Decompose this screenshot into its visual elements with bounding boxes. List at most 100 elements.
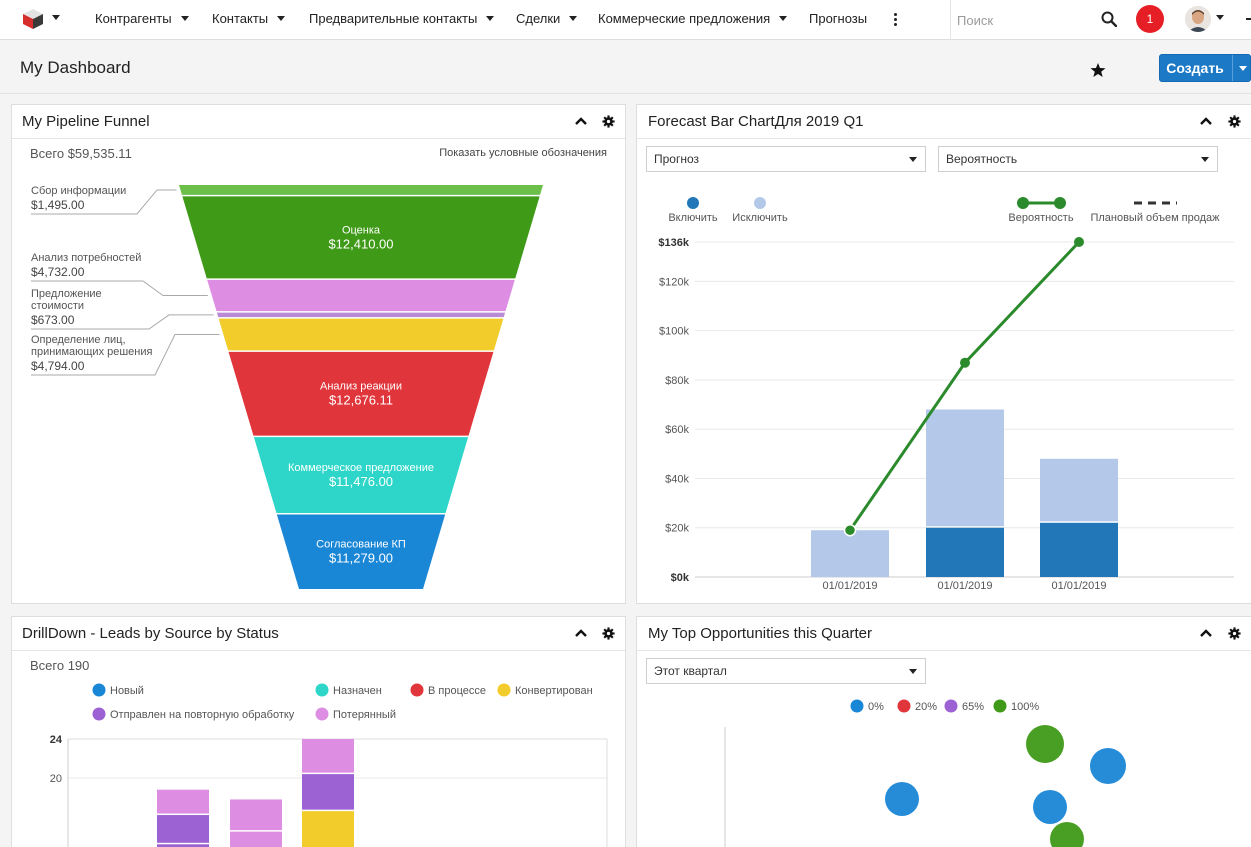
legend-probability-swatch[interactable]	[1017, 197, 1029, 209]
collapse-icon[interactable]	[574, 628, 588, 638]
funnel-segment[interactable]	[228, 351, 494, 436]
legend-swatch[interactable]	[410, 683, 424, 697]
y-tick-label: $100k	[659, 326, 689, 338]
legend-label[interactable]: В процессе	[428, 685, 486, 697]
user-menu-chevron-icon[interactable]	[1216, 15, 1224, 20]
bar-include[interactable]	[926, 527, 1004, 577]
nav-item-1[interactable]: Контакты	[212, 0, 286, 40]
notification-badge[interactable]: 1	[1136, 5, 1164, 33]
funnel-segment[interactable]	[216, 312, 506, 318]
favorite-star-icon[interactable]	[1090, 62, 1106, 78]
funnel-segment[interactable]	[253, 437, 469, 513]
nav-item-4[interactable]: Коммерческие предложения	[598, 0, 788, 40]
quarter-select[interactable]: Этот квартал	[646, 658, 926, 684]
legend-exclude-label[interactable]: Исключить	[732, 212, 788, 224]
legend-label[interactable]: 20%	[915, 701, 937, 713]
nav-item-label: Контрагенты	[95, 11, 172, 26]
funnel-side-label: Определение лиц,принимающих решения$4,79…	[31, 333, 220, 376]
search-input[interactable]	[957, 10, 1087, 30]
side-label-line1: Сбор информации	[31, 185, 126, 197]
probability-point[interactable]	[1074, 237, 1084, 247]
funnel-segment[interactable]	[207, 279, 515, 312]
side-label-line1: Анализ потребностей	[31, 252, 141, 264]
legend-label[interactable]: 65%	[962, 701, 984, 713]
opportunities-chart: 0% 20% 65% 100%	[724, 699, 1126, 847]
opportunity-bubble[interactable]	[1026, 725, 1064, 763]
legend-swatch[interactable]	[993, 699, 1007, 713]
legend-label[interactable]: Конвертирован	[515, 685, 593, 697]
legend-label[interactable]: 100%	[1011, 701, 1039, 713]
opportunity-bubble[interactable]	[1090, 748, 1126, 784]
search-icon[interactable]	[1101, 11, 1117, 27]
legend-label[interactable]: 0%	[868, 701, 884, 713]
probability-select[interactable]: Вероятность	[938, 146, 1218, 172]
bar-include[interactable]	[1040, 522, 1118, 577]
x-tick-label: 01/01/2019	[1051, 580, 1106, 592]
bar-exclude[interactable]	[1040, 458, 1118, 522]
legend-swatch[interactable]	[92, 707, 106, 721]
logo-menu-chevron-icon[interactable]	[52, 15, 60, 20]
select-value: Вероятность	[946, 152, 1018, 166]
create-dropdown-chevron-icon[interactable]	[1239, 66, 1247, 71]
leader-line	[31, 189, 177, 215]
y-tick-label: $20k	[665, 523, 689, 535]
legend-swatch[interactable]	[944, 699, 958, 713]
opportunity-bubble[interactable]	[1050, 822, 1084, 847]
gear-icon[interactable]	[1228, 115, 1241, 128]
funnel-segment[interactable]	[276, 514, 446, 589]
drilldown-dashlet: DrillDown - Leads by Source by Status Вс…	[11, 616, 626, 847]
funnel-segment[interactable]	[179, 185, 543, 195]
dashlet-title: DrillDown - Leads by Source by Status	[22, 625, 279, 642]
legend-include-swatch[interactable]	[687, 197, 699, 209]
probability-point[interactable]	[960, 357, 970, 368]
show-legend-link[interactable]: Показать условные обозначения	[439, 147, 607, 159]
drilldown-bar-segment[interactable]	[302, 739, 354, 773]
legend-probability-swatch[interactable]	[1054, 197, 1066, 209]
legend-label[interactable]: Назначен	[333, 685, 382, 697]
drilldown-bar-segment[interactable]	[230, 831, 282, 847]
legend-swatch[interactable]	[497, 683, 511, 697]
opportunity-bubble[interactable]	[1033, 790, 1067, 824]
legend-exclude-swatch[interactable]	[754, 197, 766, 209]
nav-item-0[interactable]: Контрагенты	[95, 0, 189, 40]
legend-swatch[interactable]	[92, 683, 106, 697]
avatar[interactable]	[1185, 6, 1211, 32]
drilldown-bar-segment[interactable]	[157, 789, 209, 814]
gear-icon[interactable]	[1228, 627, 1241, 640]
drilldown-bar-segment[interactable]	[302, 811, 354, 847]
legend-include-label[interactable]: Включить	[668, 212, 718, 224]
collapse-icon[interactable]	[574, 116, 588, 126]
legend-plan-label[interactable]: Плановый объем продаж	[1090, 212, 1220, 224]
forecast-type-select[interactable]: Прогноз	[646, 146, 926, 172]
nav-item-5[interactable]: Прогнозы	[809, 0, 867, 40]
nav-item-2[interactable]: Предварительные контакты	[309, 0, 495, 40]
legend-label[interactable]: Потерянный	[333, 709, 396, 721]
opportunity-bubble[interactable]	[885, 782, 919, 816]
bar-exclude[interactable]	[926, 409, 1004, 527]
legend-swatch[interactable]	[315, 707, 329, 721]
nav-item-3[interactable]: Сделки	[516, 0, 578, 40]
legend-swatch[interactable]	[897, 699, 911, 713]
gear-icon[interactable]	[602, 627, 615, 640]
legend-swatch[interactable]	[315, 683, 329, 697]
funnel-stage-amount: $12,410.00	[328, 236, 393, 251]
app-logo-icon[interactable]	[22, 8, 44, 30]
collapse-icon[interactable]	[1199, 628, 1213, 638]
create-button[interactable]: Создать	[1159, 54, 1251, 82]
collapse-icon[interactable]	[1199, 116, 1213, 126]
drilldown-bar-segment[interactable]	[157, 844, 209, 847]
drilldown-bar-segment[interactable]	[230, 799, 282, 831]
gear-icon[interactable]	[602, 115, 615, 128]
funnel-segment[interactable]	[182, 196, 540, 279]
bar-exclude[interactable]	[811, 530, 889, 577]
drilldown-bar-segment[interactable]	[302, 774, 354, 810]
probability-point[interactable]	[843, 523, 857, 537]
legend-label[interactable]: Отправлен на повторную обработку	[110, 709, 295, 721]
more-menu-icon[interactable]	[894, 13, 898, 27]
funnel-segment[interactable]	[218, 318, 504, 351]
legend-swatch[interactable]	[850, 699, 864, 713]
legend-label[interactable]: Новый	[110, 685, 144, 697]
drilldown-bar-segment[interactable]	[157, 815, 209, 843]
legend-probability-label[interactable]: Вероятность	[1008, 212, 1073, 224]
